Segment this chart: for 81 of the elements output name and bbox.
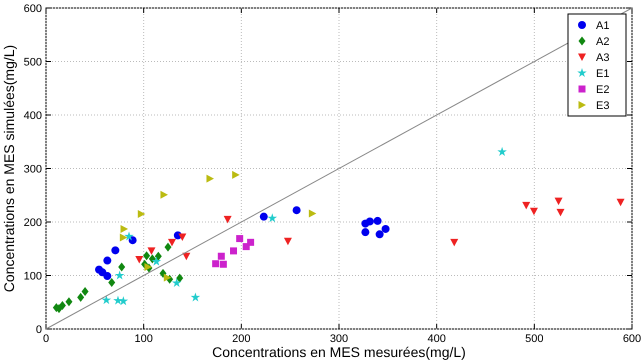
legend-label: E3 [596,100,610,112]
point [206,174,214,183]
point [616,198,625,206]
point [152,256,162,266]
point [366,217,374,226]
point [260,212,268,221]
point [218,252,225,260]
point [147,247,156,255]
point [77,292,84,302]
y-tick-label: 0 [36,324,42,336]
point [120,234,128,242]
point [168,238,176,246]
point [103,256,112,265]
point [160,190,168,199]
point [164,274,172,282]
point [120,224,128,233]
point [138,210,146,218]
point [118,262,126,272]
point [530,208,538,216]
point [190,292,200,302]
point [103,272,112,280]
x-tick-label: 200 [232,333,251,345]
point [164,242,172,252]
point [124,231,134,240]
y-tick-label: 100 [24,270,42,282]
point [382,224,390,233]
point [292,206,301,214]
point [212,260,220,268]
x-axis-title: Concentrations en MES mesurées(mg/L) [212,344,466,360]
point [172,278,182,288]
point [247,238,254,246]
point [361,228,370,236]
point [143,251,150,260]
point [182,252,190,260]
point [114,270,124,280]
point [220,260,227,268]
point [65,297,72,306]
point [108,278,116,287]
point [554,198,563,206]
x-tick-label: 400 [427,333,446,345]
point [148,254,156,264]
point [556,208,565,216]
point [268,213,278,222]
point [58,300,66,310]
x-tick-label: 500 [525,333,544,345]
y-axis-title: Concentrations en MES simulées(mg/L) [1,44,17,292]
x-tick-label: 600 [622,333,642,345]
point [111,246,120,254]
y-tick-label: 300 [24,164,42,176]
point [113,296,123,305]
point [230,247,238,254]
x-tick-label: 0 [42,333,50,345]
point [102,295,112,304]
point [284,238,292,246]
point [497,146,507,156]
legend-label: A2 [596,36,610,48]
legend-label: E2 [596,84,610,96]
point [450,238,458,246]
y-tick-label: 200 [24,217,42,229]
legend-label: A3 [596,52,610,64]
x-tick-label: 300 [330,333,348,345]
legend-label: A1 [596,20,610,32]
y-tick-label: 600 [24,3,42,15]
point [135,256,144,264]
point [232,170,240,179]
point [236,235,244,242]
point [160,268,167,278]
y-tick-label: 500 [24,56,42,68]
point [224,216,232,224]
point [154,252,162,261]
x-tick-label: 100 [134,333,153,345]
y-tick-label: 400 [24,110,42,122]
point [522,202,530,210]
point [82,287,89,296]
legend-label: E1 [596,68,610,80]
point [176,274,184,283]
point [178,233,186,241]
point [118,296,128,306]
point [308,209,316,218]
point [374,216,382,225]
point [376,230,384,238]
